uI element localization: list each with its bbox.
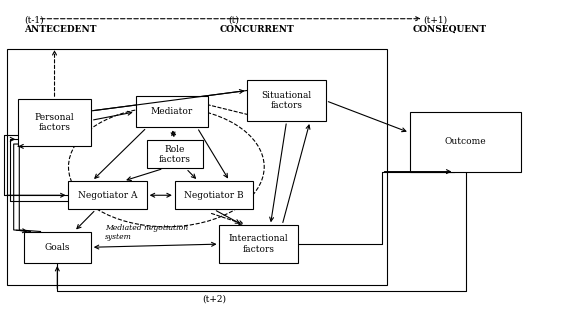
FancyBboxPatch shape	[410, 112, 522, 172]
Text: Goals: Goals	[44, 243, 70, 252]
Text: Personal
factors: Personal factors	[35, 113, 74, 133]
Text: ANTECEDENT: ANTECEDENT	[24, 25, 96, 34]
FancyBboxPatch shape	[135, 96, 209, 128]
Text: (t-1): (t-1)	[24, 16, 43, 24]
Text: CONSEQUENT: CONSEQUENT	[413, 25, 487, 34]
Text: Interactional
factors: Interactional factors	[229, 234, 288, 254]
Text: Role
factors: Role factors	[158, 145, 191, 164]
FancyBboxPatch shape	[69, 181, 147, 210]
FancyBboxPatch shape	[247, 80, 326, 121]
Text: Mediator: Mediator	[151, 107, 193, 116]
Text: (t+1): (t+1)	[424, 16, 448, 24]
Text: CONCURRENT: CONCURRENT	[220, 25, 294, 34]
Text: Outcome: Outcome	[445, 137, 486, 146]
FancyBboxPatch shape	[147, 140, 203, 169]
FancyBboxPatch shape	[175, 181, 253, 210]
FancyBboxPatch shape	[24, 232, 91, 263]
FancyBboxPatch shape	[18, 99, 91, 146]
Text: (t+2): (t+2)	[202, 294, 226, 303]
Text: Negotiator B: Negotiator B	[184, 191, 244, 200]
Text: (t): (t)	[228, 16, 239, 24]
Text: Mediated negotiation
system: Mediated negotiation system	[105, 224, 188, 241]
FancyBboxPatch shape	[220, 225, 298, 263]
Text: Negotiator A: Negotiator A	[78, 191, 137, 200]
Text: Situational
factors: Situational factors	[261, 91, 312, 110]
